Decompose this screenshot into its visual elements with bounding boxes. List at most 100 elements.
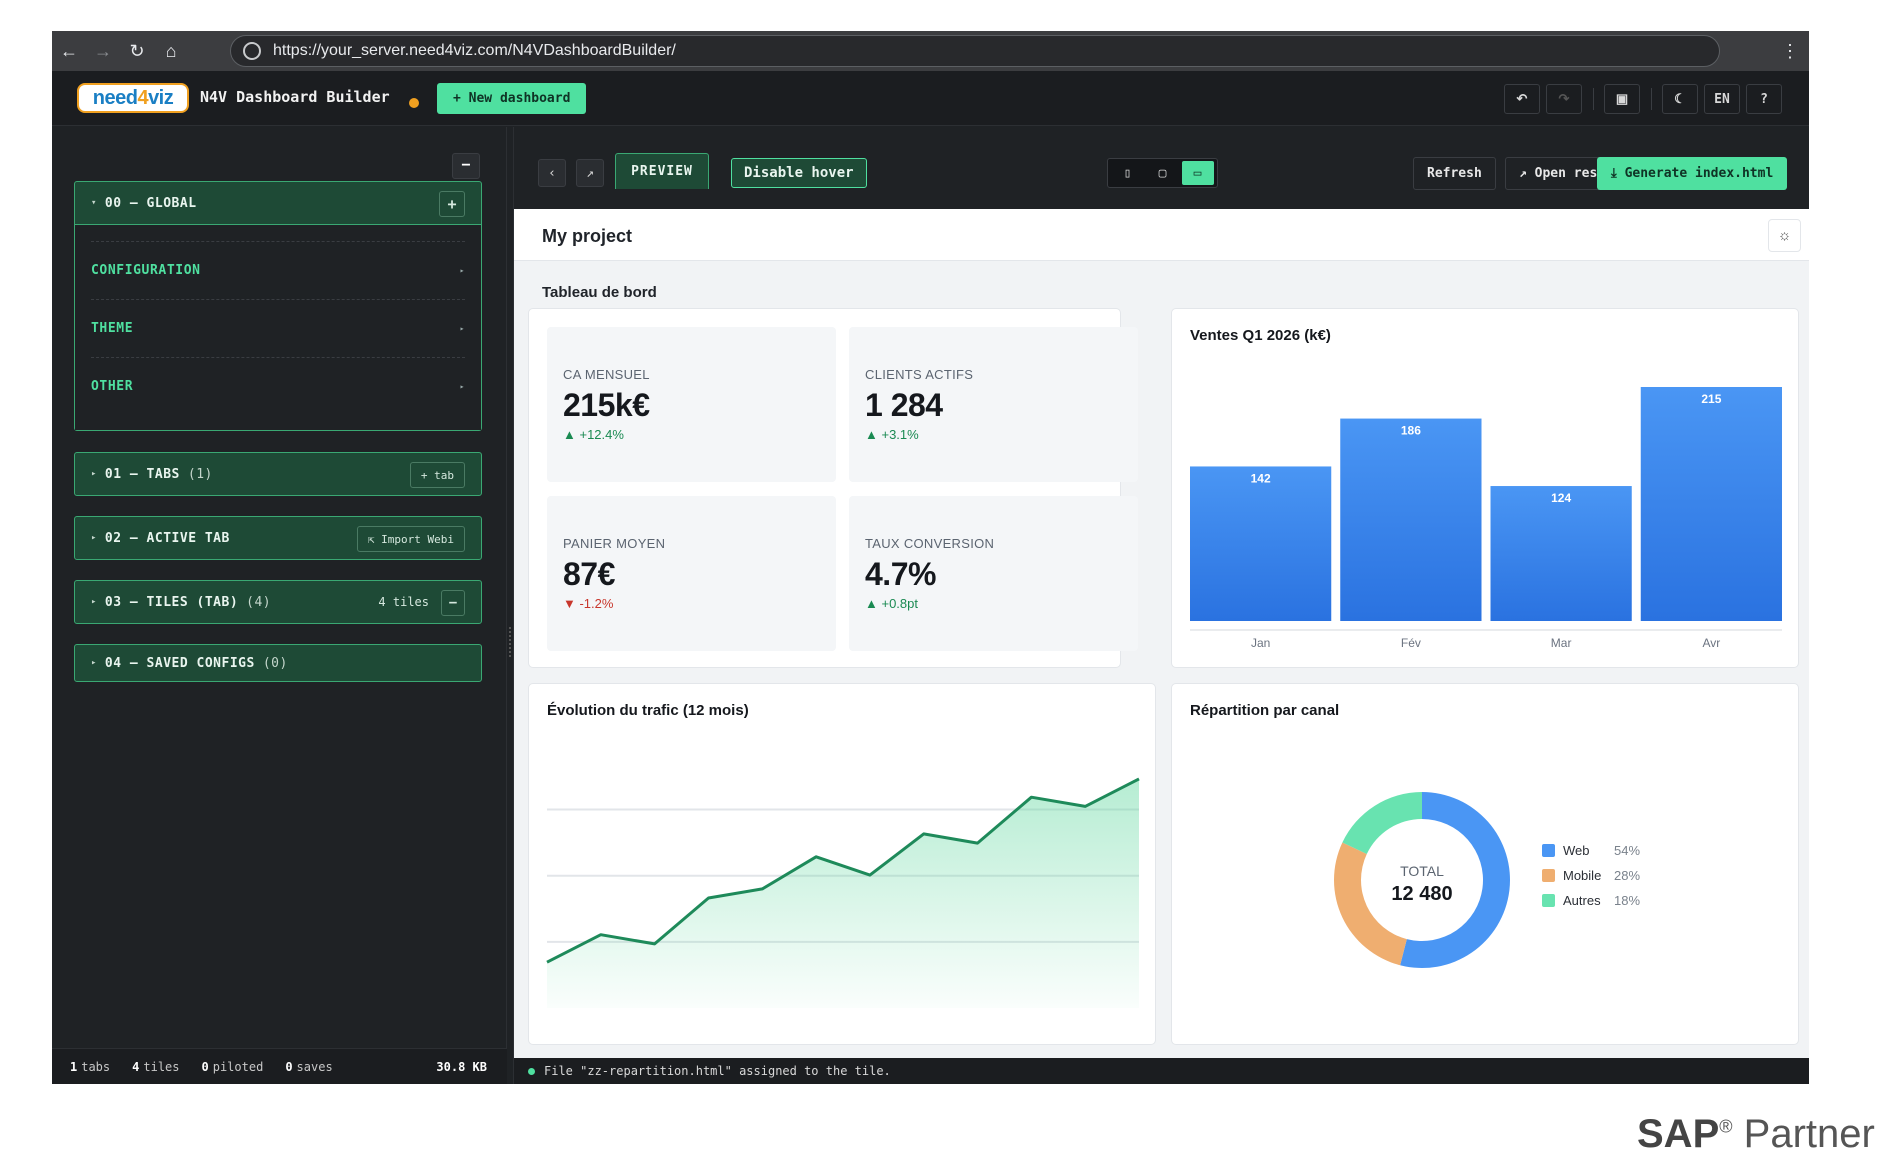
redo-icon[interactable]: ↷ [1546, 84, 1582, 114]
section-tabs-header[interactable]: ▸ 01 — TABS (1) [91, 466, 213, 482]
section-active-tab: ▸ 02 — ACTIVE TAB ⇱ Import Webi [74, 516, 482, 560]
global-item-theme[interactable]: THEME ▸ [91, 299, 465, 357]
bar-Fév[interactable] [1340, 418, 1482, 621]
sidebar-collapse-button[interactable]: − [452, 153, 480, 179]
generate-index-button[interactable]: ⤓ Generate index.html [1597, 157, 1788, 190]
stat-size: 30.8 KB [436, 1059, 487, 1074]
kpi-label: TAUX CONVERSION [865, 536, 995, 551]
slice-Mobile[interactable] [1334, 842, 1407, 966]
tab-preview[interactable]: PREVIEW [615, 153, 709, 189]
legend-label: Autres [1563, 893, 1601, 908]
sidebar-splitter[interactable] [507, 127, 514, 1084]
area-chart [546, 777, 1140, 1008]
section-saved-configs: ▸ 04 — SAVED CONFIGS (0) [74, 644, 482, 682]
bar-Avr[interactable] [1640, 387, 1782, 621]
legend-label: Web [1563, 843, 1590, 858]
chevron-left-icon[interactable]: ‹ [538, 159, 566, 187]
sidebar-footer: 1 tabs 4 tiles 0 piloted 0 saves 30.8 KB [52, 1048, 507, 1084]
caret-down-icon: ▾ [91, 198, 97, 208]
tiles-collapse-button[interactable]: − [441, 590, 465, 616]
browser-window: ← → ↻ ⌂ https://your_server.need4viz.com… [52, 31, 1809, 1084]
section-global-body: CONFIGURATION ▸ THEME ▸ OTHER ▸ [75, 224, 481, 430]
legend-label: Mobile [1563, 868, 1601, 883]
section-global-header[interactable]: ▾ 00 — GLOBAL [91, 195, 197, 211]
dark-mode-icon[interactable]: ☾ [1662, 84, 1698, 114]
reload-icon[interactable]: ↻ [129, 40, 145, 61]
kpi-value: 1 284 [865, 387, 943, 423]
caret-right-icon: ▸ [91, 658, 97, 668]
add-tab-button[interactable]: + tab [409, 462, 465, 488]
kpi-value: 4.7% [865, 556, 936, 592]
kpi-delta: ▲ +12.4% [563, 427, 624, 442]
app-header: need 4 viz N4V Dashboard Builder + New das… [52, 71, 1809, 126]
donut-center-label: TOTAL [1400, 863, 1444, 879]
kpi-label: CA MENSUEL [563, 367, 650, 382]
sidebar: − ▾ 00 — GLOBAL + CONFIGURATION ▸ THEME ▸ … [52, 127, 507, 1084]
section-active-tab-header[interactable]: ▸ 02 — ACTIVE TAB [91, 530, 230, 546]
global-item-configuration[interactable]: CONFIGURATION ▸ [91, 241, 465, 299]
preview-toolbar: ‹ ↗ PREVIEW Disable hover ▯ ▢ ▭ Refresh … [514, 127, 1809, 209]
new-dashboard-button[interactable]: + New dashboard [437, 83, 587, 114]
section-tiles-header[interactable]: ▸ 03 — TILES (TAB) (4) [91, 594, 272, 610]
disable-hover-button[interactable]: Disable hover [731, 158, 867, 188]
help-button[interactable]: ? [1746, 84, 1782, 114]
caret-right-icon: ▸ [459, 266, 465, 275]
status-ok-icon [528, 1067, 535, 1075]
language-button[interactable]: EN [1704, 84, 1740, 114]
url-bar[interactable]: https://your_server.need4viz.com/N4VDash… [230, 35, 1720, 67]
global-add-button[interactable]: + [439, 191, 465, 217]
status-bar: File "zz-repartition.html" assigned to t… [514, 1058, 1809, 1084]
app-title: N4V Dashboard Builder [200, 88, 390, 106]
tiles-count-label: 4 tiles [378, 595, 429, 609]
home-icon[interactable]: ⌂ [165, 40, 177, 61]
project-bar: My project ☼ [514, 209, 1809, 261]
need4viz-logo: need 4 viz [77, 83, 189, 113]
browser-menu-icon[interactable]: ⋮ [1781, 40, 1799, 61]
import-webi-button[interactable]: ⇱ Import Webi [356, 526, 465, 552]
stat-piloted: 0 piloted [201, 1059, 264, 1074]
bar-value-label: 215 [1701, 392, 1721, 406]
donut-chart: TOTAL 12 480 Web 54% Mobile 28% Autres 18% [1334, 792, 1640, 968]
external-link-icon[interactable]: ↗ [576, 159, 604, 187]
unsaved-status-dot [409, 98, 419, 108]
kpi-delta: ▲ +3.1% [865, 427, 919, 442]
legend-value: 54% [1614, 843, 1640, 858]
slice-Web[interactable] [1400, 792, 1510, 968]
kpi-delta: ▲ +0.8pt [865, 596, 918, 611]
dashboard-title: Tableau de bord [542, 284, 657, 301]
donut-chart-title: Répartition par canal [1190, 702, 1340, 719]
stat-tabs: 1 tabs [70, 1059, 111, 1074]
bar-chart-title: Ventes Q1 2026 (k€) [1190, 327, 1331, 344]
global-item-other[interactable]: OTHER ▸ [91, 357, 465, 415]
site-info-icon[interactable] [243, 42, 261, 60]
desktop-view-icon[interactable]: ▭ [1181, 161, 1214, 185]
legend-value: 28% [1614, 868, 1640, 883]
caret-right-icon: ▸ [91, 533, 97, 543]
undo-icon[interactable]: ↶ [1504, 84, 1540, 114]
slice-Autres[interactable] [1342, 792, 1422, 855]
sun-icon[interactable]: ☼ [1768, 219, 1801, 252]
bar-chart-card: Ventes Q1 2026 (k€) 142 Jan 186 Fév 124 Mar 21… [1171, 308, 1799, 668]
kpi-tile: TAUX CONVERSION 4.7% ▲ +0.8pt [849, 496, 1138, 651]
forward-icon[interactable]: → [94, 40, 112, 61]
kpi-tile: CLIENTS ACTIFS 1 284 ▲ +3.1% [849, 327, 1138, 482]
save-icon[interactable]: ▣ [1604, 84, 1640, 114]
area-fill [547, 778, 1139, 1008]
caret-right-icon: ▸ [91, 597, 97, 607]
kpi-label: PANIER MOYEN [563, 536, 666, 551]
mobile-view-icon[interactable]: ▯ [1123, 165, 1132, 181]
kpi-label: CLIENTS ACTIFS [865, 367, 974, 382]
caret-right-icon: ▸ [91, 469, 97, 479]
browser-toolbar: ← → ↻ ⌂ https://your_server.need4viz.com… [52, 31, 1809, 71]
kpi-card: CA MENSUEL 215k€ ▲ +12.4% CLIENTS ACTIFS… [528, 308, 1138, 668]
bar-Jan[interactable] [1190, 466, 1332, 621]
area-chart-title: Évolution du trafic (12 mois) [547, 702, 749, 719]
bar-Mar[interactable] [1490, 486, 1632, 621]
traffic-line[interactable] [546, 777, 1140, 964]
section-saved-header[interactable]: ▸ 04 — SAVED CONFIGS (0) [91, 655, 288, 671]
url-text: https://your_server.need4viz.com/N4VDash… [273, 42, 676, 59]
back-icon[interactable]: ← [60, 40, 78, 61]
tablet-view-icon[interactable]: ▢ [1158, 165, 1167, 181]
refresh-button[interactable]: Refresh [1413, 157, 1496, 190]
dashboard-preview: My project ☼ Tableau de bord CA MENSUEL … [514, 209, 1809, 1058]
